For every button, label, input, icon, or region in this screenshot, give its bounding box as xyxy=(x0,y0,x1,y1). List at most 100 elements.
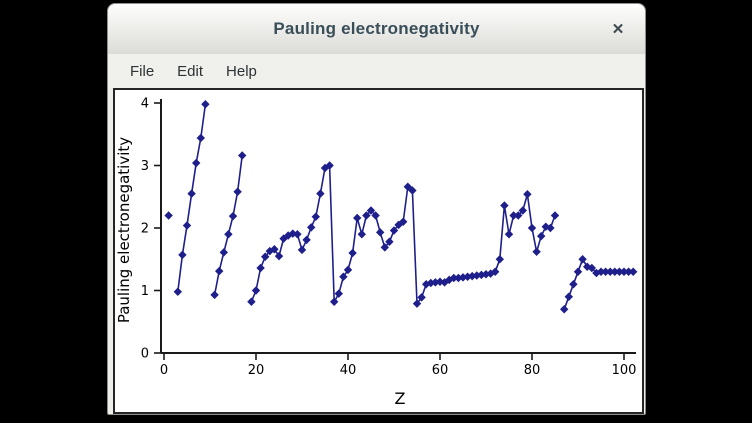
close-icon: ✕ xyxy=(611,21,625,38)
data-point-marker xyxy=(339,272,348,281)
data-point-marker xyxy=(615,267,624,276)
data-point-marker xyxy=(564,292,573,301)
data-point-marker xyxy=(546,223,555,233)
data-point-marker xyxy=(187,189,196,198)
data-point-marker xyxy=(376,228,385,237)
data-point-marker xyxy=(320,163,330,173)
data-point-marker xyxy=(270,245,279,254)
data-point-marker xyxy=(164,211,173,220)
series-line xyxy=(177,104,207,292)
data-point-marker xyxy=(500,201,509,210)
data-point-marker xyxy=(527,223,537,233)
data-point-marker xyxy=(629,267,638,276)
data-point-marker xyxy=(619,267,629,276)
data-point-marker xyxy=(596,267,606,276)
menu-item-edit[interactable]: Edit xyxy=(177,62,204,80)
data-point-marker xyxy=(182,221,192,230)
data-point-marker xyxy=(334,289,343,298)
data-point-marker xyxy=(311,212,320,221)
data-point-marker xyxy=(389,226,399,235)
window-title: Pauling electronegativity xyxy=(273,19,480,38)
data-point-marker xyxy=(541,222,550,231)
data-point-marker xyxy=(238,151,247,160)
data-point-marker xyxy=(550,211,560,220)
data-point-marker xyxy=(606,267,615,276)
data-point-marker xyxy=(569,280,578,289)
data-point-marker xyxy=(472,271,481,280)
data-point-marker xyxy=(495,255,504,264)
menu-item-help[interactable]: Help xyxy=(226,62,257,80)
data-point-marker xyxy=(348,248,357,258)
data-point-marker xyxy=(330,297,339,306)
data-point-marker xyxy=(302,235,311,245)
data-point-marker xyxy=(477,270,486,280)
data-point-marker xyxy=(297,245,307,255)
data-point-marker xyxy=(537,231,546,241)
data-point-marker xyxy=(210,290,219,300)
data-point-marker xyxy=(178,250,187,260)
data-point-marker xyxy=(417,293,426,302)
data-point-marker xyxy=(385,237,394,246)
x-tick-label: 100 xyxy=(612,363,637,378)
x-tick-label: 40 xyxy=(340,363,357,378)
data-point-marker xyxy=(274,251,284,261)
data-point-marker xyxy=(219,248,228,257)
data-point-marker xyxy=(560,305,569,314)
app-window: Pauling electronegativity ✕ File Edit He… xyxy=(107,3,646,415)
data-point-marker xyxy=(173,287,182,296)
data-point-marker xyxy=(293,230,302,239)
plot-panel: 0 1 2 3 4 0 20 40 60 80 100 Z Pauling electronegativ… xyxy=(113,88,644,414)
data-point-marker xyxy=(426,278,435,288)
y-axis-label: Pauling electronegativity xyxy=(115,137,133,323)
data-point-marker xyxy=(215,266,224,276)
x-tick-label: 60 xyxy=(432,363,449,378)
menubar: File Edit Help xyxy=(108,54,645,88)
data-point-marker xyxy=(307,223,316,232)
data-point-marker xyxy=(578,255,587,264)
data-point-marker xyxy=(610,267,619,276)
data-point-marker xyxy=(532,247,541,256)
y-tick-label: 2 xyxy=(141,222,149,237)
data-point-marker xyxy=(353,213,362,223)
x-axis-label: Z xyxy=(395,389,406,408)
data-point-marker xyxy=(192,158,201,168)
data-point-marker xyxy=(592,268,601,278)
data-point-marker xyxy=(247,297,256,306)
data-point-marker xyxy=(491,267,500,276)
titlebar[interactable]: Pauling electronegativity ✕ xyxy=(108,4,645,54)
data-point-marker xyxy=(573,267,583,276)
data-point-marker xyxy=(399,217,408,226)
x-tick-label: 80 xyxy=(524,363,541,378)
data-point-marker xyxy=(601,267,610,276)
data-point-marker xyxy=(412,299,422,308)
data-point-marker xyxy=(233,187,242,196)
close-button[interactable]: ✕ xyxy=(605,16,631,42)
data-point-marker xyxy=(196,133,205,143)
data-point-marker xyxy=(449,273,458,283)
menu-item-file[interactable]: File xyxy=(130,62,155,80)
data-point-marker xyxy=(431,278,440,287)
data-point-marker xyxy=(201,100,210,109)
data-point-marker xyxy=(357,230,366,239)
y-tick-label: 1 xyxy=(141,284,149,299)
data-point-marker xyxy=(261,252,270,261)
data-point-marker xyxy=(380,243,389,252)
data-point-marker xyxy=(523,190,532,199)
data-point-marker xyxy=(435,277,445,286)
data-point-marker xyxy=(224,230,233,239)
x-tick-label: 20 xyxy=(248,363,265,378)
data-point-marker xyxy=(624,267,633,276)
y-tick-label: 4 xyxy=(141,97,149,112)
data-point-marker xyxy=(343,265,353,275)
y-tick-label: 3 xyxy=(141,159,149,174)
data-point-marker xyxy=(458,273,468,282)
data-point-marker xyxy=(587,263,596,273)
data-point-marker xyxy=(316,189,325,198)
data-point-marker xyxy=(256,263,265,273)
data-point-marker xyxy=(251,286,261,295)
data-point-marker xyxy=(583,262,592,271)
data-point-marker xyxy=(481,270,491,279)
y-tick-label: 0 xyxy=(141,347,149,362)
